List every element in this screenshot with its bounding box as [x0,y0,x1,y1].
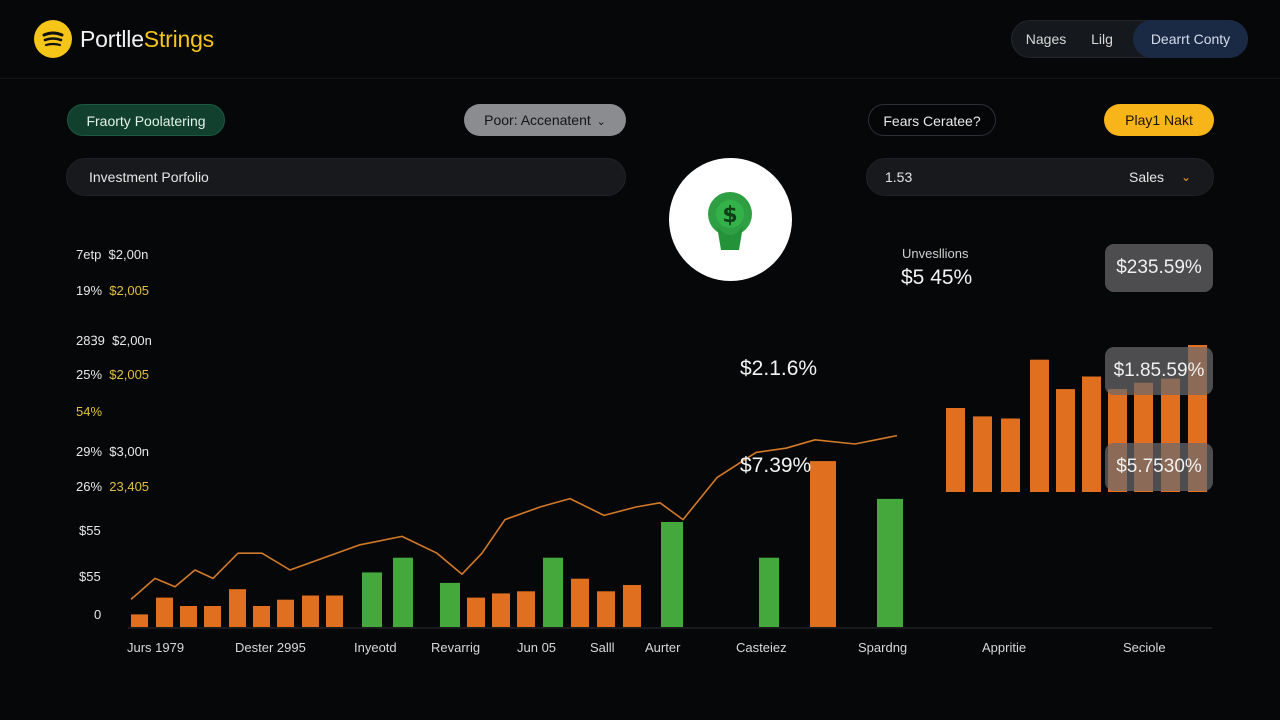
chart-bar [362,572,382,627]
portfolio-name-field[interactable]: Investment Porfolio [66,158,626,196]
x-tick-label: Revarrig [431,640,481,655]
select-value: Sales [1129,169,1165,185]
nav-item-lilg[interactable]: Lilg [1091,31,1113,47]
chart-bar [810,461,836,627]
x-tick-label: Aurter [645,640,681,655]
inset-bar [1001,418,1020,492]
chart-bar [571,578,589,627]
legend-row: 0 [94,607,102,622]
legend-row: 26% 23,405 [76,479,150,494]
stat-value: $5 45% [901,266,973,289]
legend-row: $55 [79,569,101,584]
chart-bar [229,589,246,627]
chart-bar [277,599,294,627]
svg-text:$: $ [722,203,737,228]
chart-bar [180,606,197,627]
x-tick-label: Dester 2995 [235,640,306,655]
legend-row: 19% $2,005 [76,283,150,298]
header-divider [0,78,1280,79]
legend-row: 29% $3,00n [76,444,150,459]
app-brand: PortlleStrings [80,26,214,53]
chart-bar [597,591,615,627]
inset-bar [1030,359,1049,492]
inset-bar [1082,376,1101,492]
x-tick-label: Spardng [858,640,908,655]
inset-bar [946,408,965,492]
trend-line [130,434,898,601]
x-tick-label: Salll [590,640,615,655]
chart-bar [661,522,683,627]
money-bag-icon: $ [669,158,792,281]
chart-bar [131,614,148,627]
x-tick-label: Jurs 1979 [127,640,185,655]
x-tick-label: Casteiez [736,640,787,655]
secondary-button[interactable]: Fears Ceratee? [868,104,996,136]
chart-annotation: $2.1.6% [740,357,818,380]
chart-bar [517,591,535,627]
x-tick-label: Inyeotd [354,640,397,655]
account-dropdown-label: Poor: Accenatent [484,112,591,128]
inset-bar [973,416,992,492]
chevron-down-icon: ⌄ [596,116,606,128]
x-tick-label: Appritie [982,640,1027,655]
legend-row: $55 [79,523,101,538]
value-badge: $1.85.59% [1105,347,1213,395]
x-tick-label: Jun 05 [517,640,557,655]
brand-logo-icon[interactable] [34,20,72,58]
inset-bar [1056,389,1075,492]
primary-button[interactable]: Play1 Nakt [1104,104,1214,136]
chart-bar [156,597,173,627]
chart-bar [877,498,903,627]
chart-bar [623,585,641,627]
account-dropdown[interactable]: Poor: Accenatent ⌄ [464,104,626,136]
chart-bar [440,582,460,627]
chart-annotation: $7.39% [740,454,812,477]
nav-item-nages[interactable]: Nages [1025,31,1067,47]
legend-row: 7etp $2,00n [76,247,149,262]
x-tick-label: Seciole [1123,640,1166,655]
brand-accent: Strings [143,26,214,52]
chart-bar [393,557,413,627]
chart-bar [204,606,221,627]
value-badge: $5.7530% [1105,443,1213,491]
chart-bar [467,597,485,627]
brand-name: Portlle [80,26,144,52]
amount-select-field[interactable]: 1.53 Sales ⌄ [866,158,1214,196]
chart-bar [759,557,779,627]
legend-row: 28Ꝫ9 $2,00n [76,333,152,348]
chevron-down-icon: ⌄ [1181,170,1192,184]
chart-bar [326,595,343,627]
nav-item-dearrt-conty[interactable]: Dearrt Conty [1133,20,1248,58]
chart-bar [492,593,510,627]
chart-bar [302,595,319,627]
filter-button[interactable]: Fraorty Poolatering [67,104,225,136]
value-badge: $235.59% [1105,244,1213,292]
legend-row: 25% $2,005 [76,367,150,382]
chart-bar [253,606,270,627]
stat-label: Unvesllions [902,246,969,261]
legend-row: 54% [76,404,103,419]
chart-bar [543,557,563,627]
amount-value: 1.53 [885,169,913,185]
